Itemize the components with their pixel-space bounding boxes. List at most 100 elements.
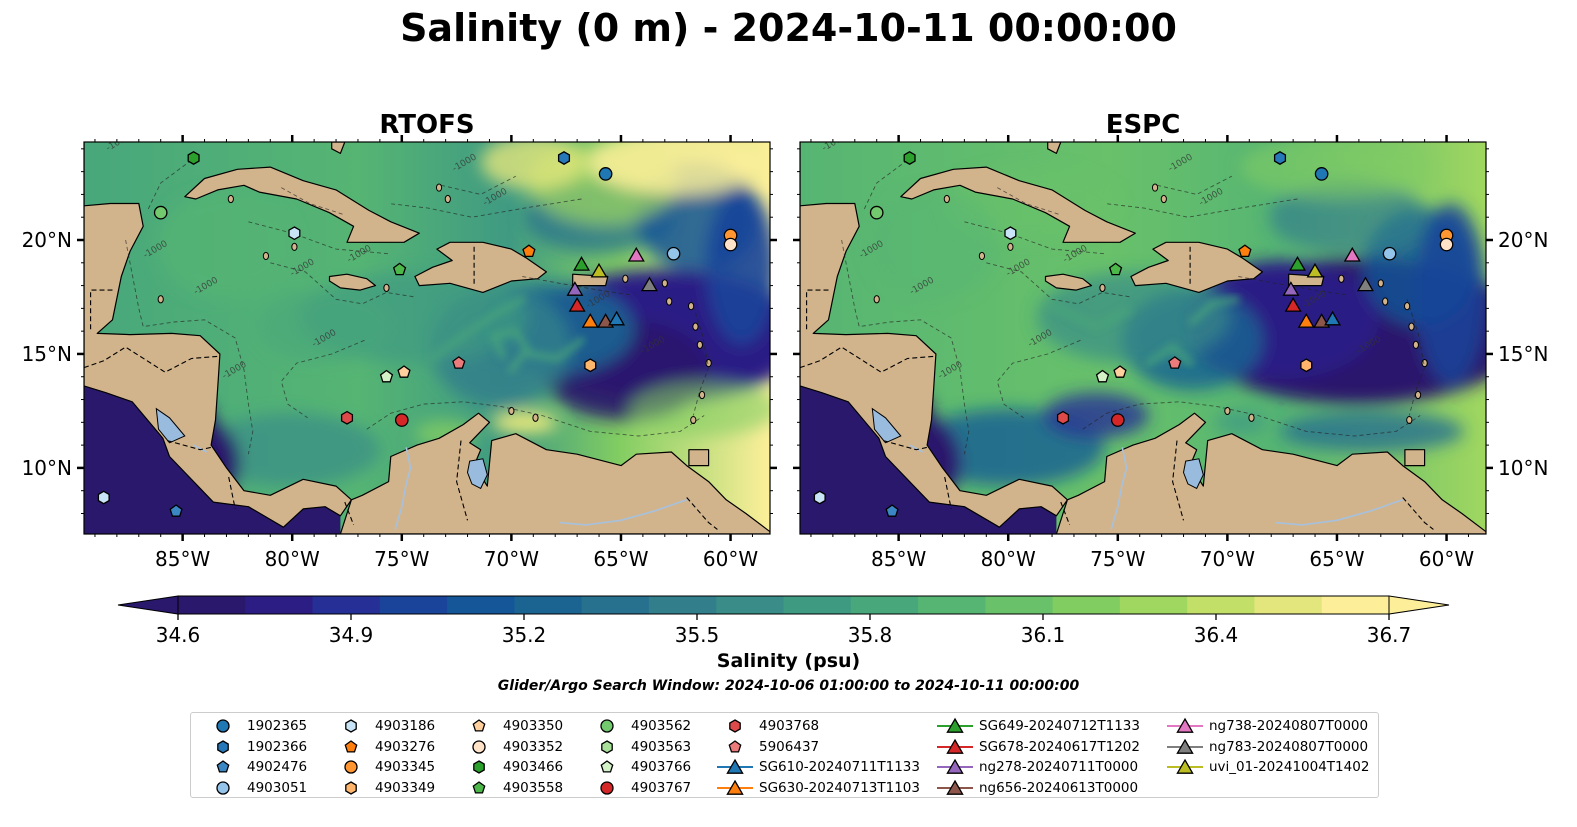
legend-label: 4903767 xyxy=(631,779,692,796)
legend-label: SG610-20240711T1133 xyxy=(759,759,920,775)
colorbar-bin xyxy=(312,596,381,614)
legend-label: 4902476 xyxy=(247,759,308,775)
marker-SG610-20240711T1133 xyxy=(1324,310,1342,326)
legend-marker-icon xyxy=(472,719,486,732)
legend-marker-icon xyxy=(473,760,485,774)
colorbar-bin xyxy=(918,596,986,614)
lat-tick-label: 10°N xyxy=(22,456,72,480)
lon-tick-label: 60°W xyxy=(703,547,758,571)
legend-label: 4903563 xyxy=(631,738,692,755)
marker-4903767 xyxy=(394,413,409,427)
marker-4903051 xyxy=(1382,246,1397,261)
marker-5906437 xyxy=(1168,356,1182,369)
marker-4903466 xyxy=(187,151,200,165)
isobath-label: -1000 xyxy=(105,132,133,154)
legend-label: uvi_01-20241004T1402 xyxy=(1209,759,1370,775)
marker-SG678-20240617T1202 xyxy=(1284,296,1302,312)
legend-marker-icon xyxy=(729,719,741,733)
legend-marker-icon xyxy=(717,758,753,774)
legend-label: SG630-20240713T1103 xyxy=(759,779,920,796)
land xyxy=(84,142,770,534)
legend-label: 4903345 xyxy=(375,759,436,775)
marker-4903466 xyxy=(903,151,916,165)
marker-4903186 xyxy=(813,490,826,505)
legend-marker-icon xyxy=(344,739,358,753)
colorbar-tick-label: 34.6 xyxy=(156,623,201,647)
colorbar-tick-label: 34.9 xyxy=(329,623,374,647)
legend-label: 4903352 xyxy=(503,738,564,755)
legend-marker-icon xyxy=(217,739,229,754)
legend-label: ng783-20240807T0000 xyxy=(1209,738,1369,755)
colorbar-bin xyxy=(648,596,717,614)
isobath-label: -1000 xyxy=(821,132,849,154)
lon-tick-label: 75°W xyxy=(374,547,429,571)
legend-marker-icon xyxy=(937,758,973,774)
colorbar-extend-high xyxy=(1388,595,1450,615)
marker-1902366 xyxy=(1273,151,1287,165)
legend-label: SG678-20240617T1202 xyxy=(979,738,1140,755)
marker-5906437 xyxy=(452,356,466,369)
legend-marker-icon xyxy=(600,760,614,773)
legend-marker-icon xyxy=(937,779,973,795)
panel-title-rtofs: RTOFS xyxy=(379,110,474,140)
lon-tick-label: 70°W xyxy=(484,547,539,571)
legend-label: 4903051 xyxy=(247,779,308,796)
colorbar-bin xyxy=(985,596,1054,614)
legend-marker-icon xyxy=(728,739,742,753)
colorbar-bin xyxy=(1254,596,1323,614)
legend-marker-icon xyxy=(216,760,230,773)
marker-ng278-20240711T0000 xyxy=(566,281,584,296)
legend-marker-icon xyxy=(344,760,358,774)
legend-marker-icon xyxy=(600,780,614,795)
lat-tick-label: 20°N xyxy=(22,228,72,252)
legend-label: 5906437 xyxy=(759,738,820,755)
colorbar-bin xyxy=(1321,596,1390,614)
land xyxy=(800,142,1486,534)
marker-4903562 xyxy=(153,205,168,220)
legend-marker-icon xyxy=(472,780,486,794)
map-panel-rtofs: -1000-1000-1000-1000-1000-1000-1000-1000… xyxy=(22,110,777,571)
marker-4903767 xyxy=(1110,413,1125,427)
colorbar-bin xyxy=(447,596,515,614)
legend-marker-icon xyxy=(1167,717,1203,733)
legend-label: 4903350 xyxy=(503,718,564,734)
legend-label: 4903768 xyxy=(759,718,820,734)
marker-4902476 xyxy=(885,504,899,517)
marker-uvi_01-20241004T1402 xyxy=(1306,262,1324,278)
search-window-note: Glider/Argo Search Window: 2024-10-06 01… xyxy=(497,678,1080,694)
colorbar-label: Salinity (psu) xyxy=(716,650,861,672)
legend-marker-icon xyxy=(601,739,613,754)
marker-4903186 xyxy=(97,490,110,505)
marker-4903276 xyxy=(522,244,536,258)
lat-tick-label: 15°N xyxy=(22,342,72,366)
observation-markers xyxy=(97,151,738,517)
legend-marker-icon xyxy=(345,719,357,733)
lon-tick-label: 85°W xyxy=(155,547,210,571)
colorbar-tick-label: 35.5 xyxy=(675,623,720,647)
colorbar-tick-label: 36.1 xyxy=(1021,623,1066,647)
lon-tick-label: 85°W xyxy=(871,547,926,571)
legend-label: ng278-20240711T0000 xyxy=(979,759,1139,775)
marker-4903186 xyxy=(1004,226,1017,241)
marker-4903350 xyxy=(1113,365,1127,378)
legend-marker-icon xyxy=(216,719,230,733)
colorbar-bin xyxy=(514,596,583,614)
marker-ng278-20240711T0000 xyxy=(1282,281,1300,296)
figure-title: Salinity (0 m) - 2024-10-11 00:00:00 xyxy=(400,6,1177,50)
marker-SG630-20240713T1103 xyxy=(581,312,599,328)
marker-ng783-20240807T0000 xyxy=(640,276,658,292)
legend-label: 4903349 xyxy=(375,779,436,796)
marker-4903051 xyxy=(666,246,681,261)
marker-SG678-20240617T1202 xyxy=(568,296,586,312)
lat-tick-label: 10°N xyxy=(1498,456,1548,480)
legend-marker-icon xyxy=(600,719,614,733)
legend-label: 4903186 xyxy=(375,718,436,734)
legend-marker-icon xyxy=(472,739,486,754)
marker-ng738-20240807T0000 xyxy=(1343,246,1361,262)
marker-ng738-20240807T0000 xyxy=(627,246,645,262)
legend-marker-icon xyxy=(1167,758,1203,774)
colorbar-bin xyxy=(1052,596,1121,614)
colorbar-bin xyxy=(245,596,314,614)
colorbar-tick-label: 35.2 xyxy=(502,623,547,647)
colorbar-bin xyxy=(1187,596,1256,614)
